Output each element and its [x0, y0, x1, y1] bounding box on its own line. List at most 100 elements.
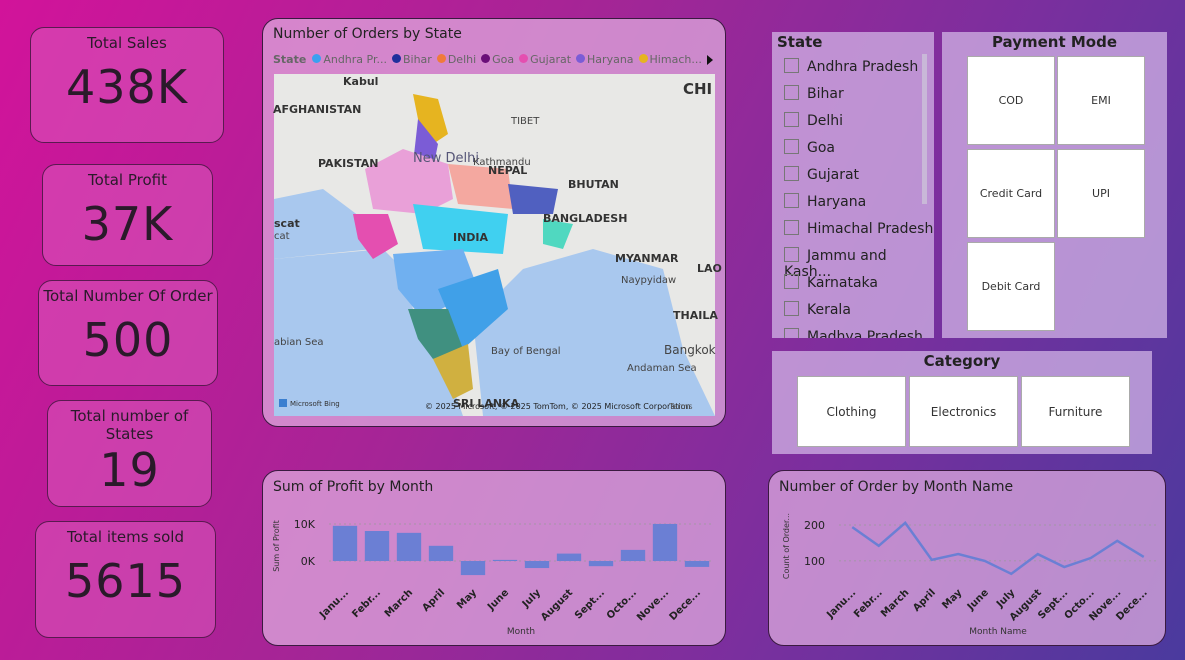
state-slicer: State Andhra Pradesh Bihar Delhi Goa Gujarat…: [772, 32, 934, 338]
checkbox[interactable]: [784, 112, 799, 127]
sea: [274, 249, 463, 416]
kpi-value: 19: [99, 443, 160, 497]
state-region: [353, 214, 398, 259]
kpi-card: Total items sold 5615: [35, 521, 216, 638]
slicer-button[interactable]: Clothing: [797, 376, 906, 447]
item-label: Delhi: [807, 113, 844, 129]
y-tick-label: 10K: [294, 518, 316, 531]
checkbox[interactable]: [784, 85, 799, 100]
y-tick-label: 0K: [301, 555, 316, 568]
item-label: Kerala: [807, 302, 851, 318]
map-label: scat: [274, 217, 300, 230]
state-region: [543, 219, 573, 249]
legend-label: Delhi: [447, 53, 477, 66]
map-title: Number of Orders by State: [273, 26, 462, 42]
slicer-button[interactable]: EMI: [1057, 56, 1145, 145]
legend-swatch: [436, 54, 446, 63]
state-region: [413, 94, 448, 144]
map-label: Bay of Bengal: [491, 346, 561, 357]
kpi-label: Total Number Of Order: [43, 287, 213, 305]
checkbox[interactable]: [784, 247, 799, 262]
map-label: BHUTAN: [568, 178, 619, 191]
legend-item[interactable]: Delhi: [436, 53, 477, 66]
slicer-title: Payment Mode: [991, 33, 1118, 51]
map-label: PAKISTAN: [318, 157, 378, 170]
slicer-title: Category: [923, 352, 1001, 370]
slicer-item[interactable]: Karnataka: [784, 274, 878, 291]
bar: [492, 559, 518, 561]
map-label: Kathmandu: [473, 157, 531, 168]
legend-swatch: [391, 54, 401, 63]
item-label: Bihar: [807, 86, 844, 102]
checkbox[interactable]: [784, 220, 799, 235]
checkbox[interactable]: [784, 58, 799, 73]
legend-item[interactable]: Bihar: [391, 53, 432, 66]
x-tick-label: Octo...: [605, 587, 639, 621]
slicer-item[interactable]: Haryana: [784, 193, 866, 210]
legend-scroll[interactable]: [707, 55, 713, 65]
checkbox[interactable]: [784, 301, 799, 316]
x-tick-label: March: [879, 587, 911, 619]
bar: [524, 561, 550, 569]
legend-swatch: [519, 54, 529, 63]
kpi-label: Total number of States: [70, 407, 189, 443]
kpi-card: Total number of States 19: [47, 400, 212, 507]
slicer-item[interactable]: Bihar: [784, 85, 844, 102]
legend-label: Bihar: [402, 53, 432, 66]
slicer-item[interactable]: Gujarat: [784, 166, 859, 183]
y-axis-title: Count of Order...: [782, 513, 791, 579]
map-label: CHI: [683, 80, 712, 98]
attribution: © 2025 Microsoft, © 2025 TomTom, © 2025 …: [425, 402, 691, 411]
slicer-button[interactable]: UPI: [1057, 149, 1145, 238]
x-tick-label: Dece...: [668, 587, 703, 622]
state-region: [448, 164, 513, 209]
x-tick-label: Janu...: [317, 587, 351, 621]
bing-logo: [279, 399, 287, 407]
slicer-button[interactable]: Furniture: [1021, 376, 1130, 447]
line: [851, 521, 1145, 576]
bar: [332, 525, 358, 561]
item-label: Andhra Pradesh: [807, 59, 919, 75]
bar: [428, 545, 454, 561]
legend-item[interactable]: Goa: [481, 53, 514, 66]
map-label: TIBET: [510, 116, 540, 127]
legend-item[interactable]: Haryana: [576, 53, 634, 66]
kpi-value: 5615: [64, 554, 187, 608]
slicer-button[interactable]: Credit Card: [967, 149, 1055, 238]
slicer-title: State: [777, 33, 823, 51]
checkbox[interactable]: [784, 139, 799, 154]
checkbox[interactable]: [784, 193, 799, 208]
legend-item[interactable]: Himach...: [638, 53, 702, 66]
category-slicer: Category Clothing Electronics Furniture: [772, 351, 1152, 454]
legend-label: Haryana: [587, 53, 634, 66]
slicer-item[interactable]: Kerala: [784, 301, 851, 318]
legend-item[interactable]: Andhra Pr...: [312, 53, 387, 66]
slicer-item[interactable]: Himachal Pradesh: [784, 220, 933, 237]
state-region: [413, 204, 508, 254]
state-region: [365, 149, 453, 214]
x-tick-label: May: [940, 587, 964, 611]
legend-swatch: [576, 54, 586, 63]
slicer-item[interactable]: Jammu and Kash...: [784, 247, 934, 280]
slicer-button[interactable]: Electronics: [909, 376, 1018, 447]
slicer-item[interactable]: Madhya Pradesh: [784, 328, 923, 338]
scrollbar[interactable]: [922, 54, 927, 204]
slicer-item[interactable]: Goa: [784, 139, 835, 156]
map-panel: Number of Orders by State Kabul AFGHANIS…: [262, 18, 726, 427]
chart-panel: Sum of Profit by Month Sum of Profit Month…: [262, 470, 726, 646]
kpi-card: Total Number Of Order 500: [38, 280, 218, 386]
legend-item[interactable]: Gujarat: [519, 53, 571, 66]
slicer-item[interactable]: Delhi: [784, 112, 843, 129]
map-label: THAILA: [673, 309, 718, 322]
chart-title: Number of Order by Month Name: [779, 479, 1013, 495]
x-tick-label: July: [994, 587, 1018, 611]
kpi-value: 438K: [66, 60, 188, 114]
checkbox[interactable]: [784, 274, 799, 289]
checkbox[interactable]: [784, 166, 799, 181]
slicer-item[interactable]: Andhra Pradesh: [784, 58, 918, 75]
checkbox[interactable]: [784, 328, 799, 338]
map-label: INDIA: [453, 231, 489, 244]
slicer-button[interactable]: COD: [967, 56, 1055, 145]
slicer-button[interactable]: Debit Card: [967, 242, 1055, 331]
